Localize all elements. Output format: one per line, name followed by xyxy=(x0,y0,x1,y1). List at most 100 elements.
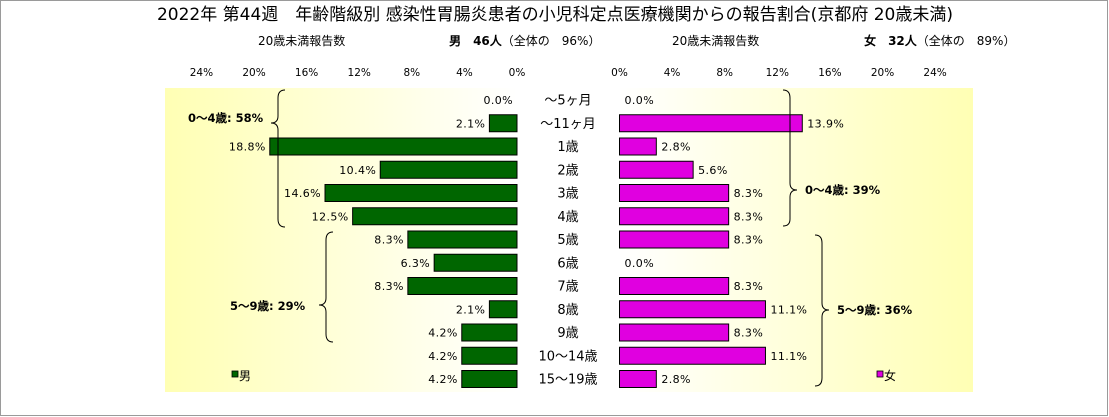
axis-tick-labels: 0% 0% 4% 4% 8% 8% 12% 12% 16% 16% 20% 20% 24% 24% xyxy=(190,67,947,79)
female-axis-tick-label: 8% xyxy=(716,67,733,79)
male-axis-tick-label: 24% xyxy=(190,67,213,79)
male-bar xyxy=(433,253,518,272)
female-value-label: 0.0% xyxy=(625,94,655,107)
male-value-label: 4.2% xyxy=(428,327,458,340)
male-bar xyxy=(488,114,518,133)
female-value-label: 2.8% xyxy=(661,141,691,154)
male-axis-tick-label: 8% xyxy=(403,67,420,79)
category-label: 9歳 xyxy=(557,326,578,341)
female-value-label: 8.3% xyxy=(734,234,764,247)
female-bar xyxy=(619,323,730,342)
male-bar xyxy=(352,207,518,226)
male-bar xyxy=(407,230,518,249)
male-value-label: 18.8% xyxy=(229,141,266,154)
female-bar xyxy=(619,137,657,156)
male-value-label: 0.0% xyxy=(483,94,513,107)
female-value-label: 8.3% xyxy=(734,187,764,200)
male-bar xyxy=(461,323,518,342)
female-bar xyxy=(619,300,766,319)
female-header-share: （全体の 89%） xyxy=(917,33,1016,48)
male-axis-tick-label: 0% xyxy=(509,67,526,79)
male-bar xyxy=(461,346,518,365)
male-value-label: 8.3% xyxy=(374,280,404,293)
female-value-label: 2.8% xyxy=(661,373,691,386)
category-label: 7歳 xyxy=(557,280,578,295)
category-labels: ～5ヶ月 ～11ヶ月 1歳 2歳 3歳 4歳 5歳 6歳 7歳 8歳 9歳 10～14歳 15～19歳 xyxy=(538,94,597,388)
category-label: 15～19歳 xyxy=(538,373,597,388)
male-0-4-brace xyxy=(270,89,286,228)
female-value-label: 11.1% xyxy=(770,303,807,316)
male-header-label: 20歳未満報告数 xyxy=(258,33,345,48)
male-value-label: 12.5% xyxy=(312,210,349,223)
female-value-label: 8.3% xyxy=(734,280,764,293)
female-value-label: 0.0% xyxy=(625,257,655,270)
category-label: 4歳 xyxy=(557,210,578,225)
male-legend-swatch xyxy=(231,370,239,378)
male-bar xyxy=(324,184,518,202)
female-header-count: 女 32人 xyxy=(864,33,918,48)
female-legend-swatch xyxy=(876,370,884,378)
female-bar xyxy=(619,370,657,388)
female-bar xyxy=(619,346,766,365)
male-value-label: 10.4% xyxy=(339,164,376,177)
female-value-label: 8.3% xyxy=(734,327,764,340)
female-axis-tick-label: 0% xyxy=(611,67,628,79)
male-bar xyxy=(269,137,518,156)
male-value-label: 4.2% xyxy=(428,350,458,363)
category-label: 3歳 xyxy=(557,187,578,202)
male-5-9-brace xyxy=(318,231,334,343)
female-axis-tick-label: 20% xyxy=(871,67,894,79)
female-bar xyxy=(619,160,694,179)
female-5-9-brace xyxy=(814,234,830,387)
male-bar xyxy=(461,370,518,388)
male-axis-tick-label: 4% xyxy=(456,67,473,79)
chart-title: 2022年 第44週 年齢階級別 感染性胃腸炎患者の小児科定点医療機関からの報告… xyxy=(157,5,953,25)
female-axis-tick-label: 24% xyxy=(923,67,946,79)
male-legend-label: 男 xyxy=(239,369,251,383)
category-label: 10～14歳 xyxy=(538,349,597,364)
female-value-label: 5.6% xyxy=(698,164,728,177)
male-axis-tick-label: 12% xyxy=(348,67,371,79)
female-axis-tick-label: 4% xyxy=(664,67,681,79)
female-bar xyxy=(619,277,730,295)
male-value-label: 8.3% xyxy=(374,234,404,247)
male-0-4-annotation: 0～4歳: 58% xyxy=(188,111,264,125)
male-header-summary: 男 46人（全体の 96%） xyxy=(430,33,612,48)
male-axis-tick-label: 20% xyxy=(242,67,265,79)
category-label: 5歳 xyxy=(557,233,578,248)
female-header-summary: 女 32人（全体の 89%） xyxy=(845,33,1027,48)
male-5-9-annotation: 5～9歳: 29% xyxy=(230,299,306,313)
category-label: 6歳 xyxy=(557,256,578,271)
bars xyxy=(269,114,803,388)
category-label: ～5ヶ月 xyxy=(544,94,591,109)
female-5-9-annotation: 5～9歳: 36% xyxy=(837,303,913,317)
male-value-label: 14.6% xyxy=(284,187,321,200)
male-axis-tick-label: 16% xyxy=(295,67,318,79)
female-legend-label: 女 xyxy=(884,368,896,383)
category-label: 8歳 xyxy=(557,303,578,318)
male-header-share: （全体の 96%） xyxy=(502,33,601,48)
female-bar xyxy=(619,230,730,249)
category-label: 2歳 xyxy=(557,163,578,178)
female-header-label: 20歳未満報告数 xyxy=(672,33,759,48)
female-bar xyxy=(619,184,730,202)
female-0-4-annotation: 0～4歳: 39% xyxy=(805,183,881,197)
female-bar xyxy=(619,114,803,133)
female-value-label: 8.3% xyxy=(734,210,764,223)
male-header-count: 男 46人 xyxy=(449,33,503,48)
female-0-4-brace xyxy=(782,89,798,227)
male-value-label: 6.3% xyxy=(401,257,431,270)
female-axis-tick-label: 12% xyxy=(766,67,789,79)
male-value-label: 4.2% xyxy=(428,373,458,386)
female-value-label: 13.9% xyxy=(807,117,844,130)
category-label: ～11ヶ月 xyxy=(540,117,596,132)
male-bar xyxy=(488,300,518,319)
female-bar xyxy=(619,207,730,226)
male-bar xyxy=(379,160,518,179)
female-axis-tick-label: 16% xyxy=(818,67,841,79)
male-value-label: 2.1% xyxy=(456,117,486,130)
category-label: 1歳 xyxy=(557,140,578,155)
male-value-label: 2.1% xyxy=(456,303,486,316)
female-value-label: 11.1% xyxy=(770,350,807,363)
